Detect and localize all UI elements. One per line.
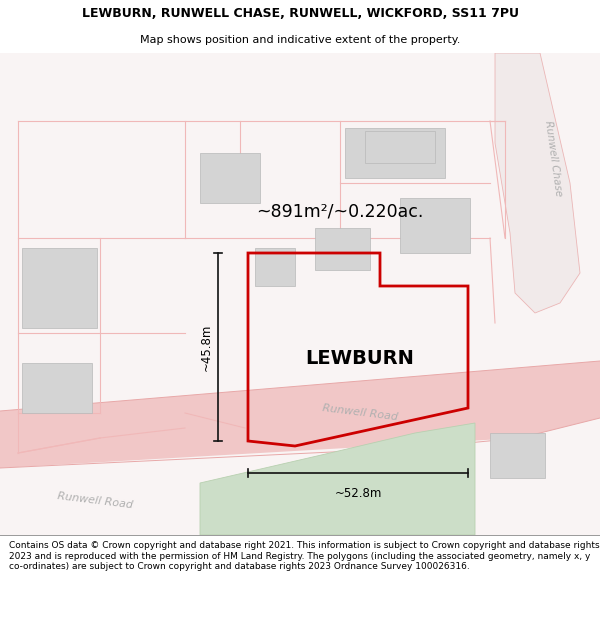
Bar: [315, 228, 370, 270]
Bar: [345, 128, 445, 178]
Bar: [365, 131, 435, 163]
Text: Runwell Chase: Runwell Chase: [543, 119, 563, 196]
Text: Map shows position and indicative extent of the property.: Map shows position and indicative extent…: [140, 35, 460, 45]
Text: ~52.8m: ~52.8m: [334, 487, 382, 500]
Bar: [255, 248, 295, 286]
Polygon shape: [495, 53, 580, 313]
Bar: [200, 153, 260, 203]
Text: LEWBURN: LEWBURN: [305, 349, 415, 368]
Text: Runwell Road: Runwell Road: [322, 403, 398, 422]
Bar: [22, 363, 92, 413]
Polygon shape: [200, 423, 475, 535]
Text: Runwell Road: Runwell Road: [56, 491, 133, 511]
Text: Contains OS data © Crown copyright and database right 2021. This information is : Contains OS data © Crown copyright and d…: [9, 541, 599, 571]
Polygon shape: [0, 361, 600, 468]
Text: ~891m²/~0.220ac.: ~891m²/~0.220ac.: [256, 202, 424, 220]
Text: ~45.8m: ~45.8m: [199, 323, 212, 371]
Text: LEWBURN, RUNWELL CHASE, RUNWELL, WICKFORD, SS11 7PU: LEWBURN, RUNWELL CHASE, RUNWELL, WICKFOR…: [82, 7, 518, 20]
Bar: [490, 433, 545, 478]
Bar: [400, 198, 470, 253]
Bar: [22, 248, 97, 328]
